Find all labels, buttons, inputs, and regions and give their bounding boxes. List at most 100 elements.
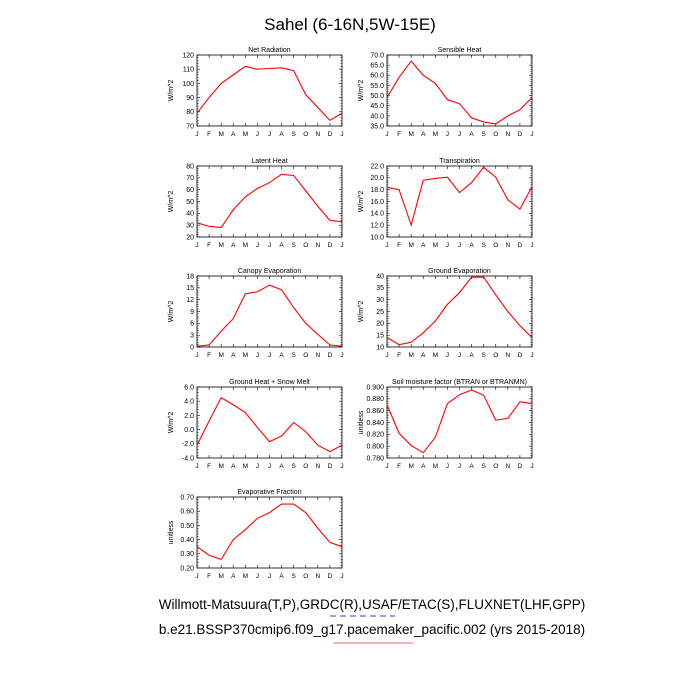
panel-title: Latent Heat	[251, 158, 287, 165]
y-tick-label: 90	[186, 95, 194, 102]
x-tick-label: A	[421, 131, 426, 138]
y-axis-label: unitless	[168, 520, 175, 544]
x-tick-label: A	[231, 573, 236, 580]
x-tick-label: N	[505, 131, 510, 138]
x-tick-label: J	[340, 573, 343, 580]
x-tick-label: J	[256, 131, 259, 138]
y-axis-label: W/m^2	[168, 301, 175, 323]
x-tick-label: F	[397, 242, 401, 249]
y-tick-label: 0.880	[366, 396, 384, 403]
y-tick-label: 0.60	[180, 509, 194, 516]
x-tick-label: J	[195, 131, 198, 138]
x-tick-label: A	[231, 463, 236, 470]
y-axis-label: W/m^2	[168, 191, 175, 213]
x-tick-label: D	[328, 463, 333, 470]
y-tick-label: 50.0	[370, 93, 384, 100]
x-tick-label: S	[481, 131, 486, 138]
panel-title: Canopy Evaporation	[238, 268, 302, 275]
x-tick-label: S	[481, 463, 486, 470]
y-tick-label: 0.800	[366, 444, 384, 451]
panel-title: Ground Heat + Snow Melt	[229, 379, 310, 386]
series-line	[196, 396, 343, 453]
y-tick-label: 10	[376, 344, 384, 351]
x-tick-label: J	[530, 131, 533, 138]
y-tick-label: 80	[186, 109, 194, 116]
x-tick-label: J	[195, 242, 198, 249]
x-tick-label: N	[315, 242, 320, 249]
series-line	[196, 173, 343, 229]
x-tick-label: A	[469, 131, 474, 138]
panel-title: Evaporative Fraction	[237, 489, 301, 496]
x-tick-label: J	[256, 573, 259, 580]
y-tick-label: 40	[186, 211, 194, 218]
y-tick-label: 30	[186, 223, 194, 230]
y-tick-label: 100	[182, 81, 194, 88]
x-tick-label: A	[469, 242, 474, 249]
x-tick-label: M	[218, 463, 223, 470]
y-tick-label: 70	[186, 123, 194, 130]
plot-frame	[196, 496, 343, 569]
x-tick-label: F	[397, 352, 401, 359]
y-tick-label: 60	[186, 187, 194, 194]
x-tick-label: A	[231, 131, 236, 138]
x-tick-label: J	[446, 131, 449, 138]
x-tick-label: M	[243, 352, 248, 359]
footer-line-1: Willmott-Matsuura(T,P),GRDC(R),USAF/ETAC…	[159, 597, 586, 612]
x-tick-label: A	[279, 573, 284, 580]
x-tick-label: O	[303, 242, 308, 249]
y-tick-label: 0.70	[180, 494, 194, 501]
x-tick-label: D	[518, 131, 523, 138]
x-tick-label: N	[315, 573, 320, 580]
y-axis-label: W/m^2	[168, 412, 175, 434]
y-tick-label: 0.20	[180, 565, 194, 572]
x-tick-label: M	[408, 352, 413, 359]
panel-9: Evaporative Fraction unitless 0.20 0.30 0.40…	[168, 489, 344, 580]
x-tick-label: J	[458, 242, 461, 249]
y-axis-label: W/m^2	[358, 80, 365, 102]
x-tick-label: F	[207, 352, 211, 359]
y-tick-label: 12	[186, 297, 194, 304]
x-tick-label: D	[518, 463, 523, 470]
y-tick-label: 9	[190, 309, 194, 316]
x-tick-label: J	[530, 463, 533, 470]
y-tick-label: 3	[190, 333, 194, 340]
plot-frame	[386, 165, 533, 238]
y-tick-label: 0.820	[366, 432, 384, 439]
x-tick-label: J	[195, 352, 198, 359]
x-tick-label: D	[518, 242, 523, 249]
x-tick-label: A	[421, 352, 426, 359]
x-tick-label: A	[279, 242, 284, 249]
x-tick-label: M	[408, 131, 413, 138]
x-tick-label: F	[207, 573, 211, 580]
x-tick-label: M	[433, 242, 438, 249]
x-tick-label: D	[328, 573, 333, 580]
y-tick-label: 60.0	[370, 73, 384, 80]
x-tick-label: N	[505, 463, 510, 470]
y-tick-label: 6	[190, 321, 194, 328]
x-tick-label: J	[195, 573, 198, 580]
y-axis-label: W/m^2	[358, 301, 365, 323]
x-tick-label: M	[433, 131, 438, 138]
y-tick-label: 20	[376, 321, 384, 328]
x-tick-label: O	[303, 131, 308, 138]
panel-7: Ground Heat + Snow Melt W/m^2 -4.0 -2.0 0.0 2…	[168, 379, 344, 470]
x-tick-label: S	[481, 352, 486, 359]
x-tick-label: M	[243, 573, 248, 580]
x-tick-label: S	[291, 573, 296, 580]
x-tick-label: M	[433, 463, 438, 470]
series-line	[196, 503, 343, 561]
x-tick-label: J	[385, 242, 388, 249]
plot-frame	[196, 275, 343, 348]
y-tick-label: 20.0	[370, 175, 384, 182]
y-tick-label: 0.40	[180, 537, 194, 544]
x-tick-label: J	[256, 463, 259, 470]
x-tick-label: O	[493, 463, 498, 470]
x-tick-label: J	[458, 463, 461, 470]
x-tick-label: N	[505, 352, 510, 359]
x-tick-label: J	[446, 242, 449, 249]
series-line	[196, 65, 343, 122]
